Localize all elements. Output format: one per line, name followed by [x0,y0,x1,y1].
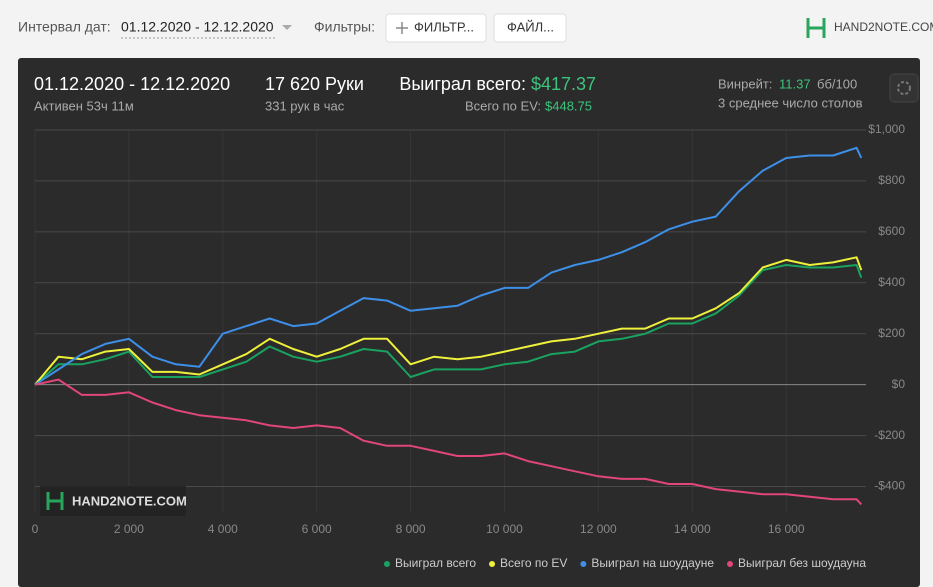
stats-range: 01.12.2020 - 12.12.2020 [34,74,230,94]
series-line [34,146,863,386]
legend-swatch [489,561,496,567]
y-tick-label: $800 [878,173,905,187]
date-range[interactable]: 01.12.2020 - 12.12.2020 [121,19,274,35]
y-tick-label: $200 [878,326,905,340]
legend-swatch [580,561,587,567]
y-tick-label: $1,000 [868,122,905,136]
settings-icon[interactable] [897,81,911,95]
stats-active: Активен 53ч 11м [34,98,134,113]
stats-hands-per-hour: 331 рук в час [265,98,345,113]
x-tick-label: 0 [32,522,39,536]
x-tick-label: 16 000 [768,522,805,536]
settings-button[interactable] [889,73,919,103]
x-tick-label: 8 000 [396,522,426,536]
y-tick-label: $600 [878,224,905,238]
logo-text: HAND2NOTE.COM [834,20,933,34]
file-button[interactable] [493,13,567,43]
filter-button[interactable] [385,13,487,43]
won-label: Выиграл всего: [399,74,526,94]
date-label: Интервал дат: [18,19,111,35]
tables: 3 среднее число столов [718,95,863,110]
x-tick-label: 14 000 [674,522,711,536]
stats-hands: 17 620 Руки [265,74,364,94]
x-tick-label: 4 000 [208,522,238,536]
ev-label: Всего по EV: [465,98,541,113]
winrate-unit: бб/100 [817,76,857,91]
watermark-box [40,486,186,516]
chart-panel [18,58,920,587]
x-tick-label: 10 000 [486,522,523,536]
ev-value: $448.75 [545,98,592,113]
y-tick-label: -$400 [874,479,905,493]
plus-icon [396,22,408,34]
x-tick-label: 6 000 [302,522,332,536]
watermark-icon [46,492,64,510]
legend-swatch [383,561,390,567]
x-tick-label: 12 000 [580,522,617,536]
legend-label: Выиграл на шоудауне [591,556,714,570]
won-value: $417.37 [531,74,596,94]
y-tick-label: $400 [878,275,905,289]
legend-swatch [727,561,733,567]
legend-label: Выиграл всего [395,556,476,570]
legend-label: Всего по EV [500,556,567,570]
series-line [34,256,863,386]
winrate-label: Винрейт: [718,76,772,91]
filter-button-text[interactable]: ФИЛЬТР... [414,19,474,34]
dropdown-arrow[interactable] [282,25,292,30]
winrate-value: 11.37 [779,76,811,91]
y-tick-label: -$200 [874,428,905,442]
x-tick-label: 2 000 [114,522,144,536]
series-line [34,264,863,386]
y-tick-label: $0 [892,377,906,391]
filters-label: Фильтры: [314,19,375,35]
logo-icon [806,18,826,38]
watermark-text: HAND2NOTE.COM [72,493,187,508]
file-button-text[interactable]: ФАЙЛ... [507,19,554,34]
legend-label: Выиграл без шоудауна [738,556,866,570]
series-line [34,378,863,506]
